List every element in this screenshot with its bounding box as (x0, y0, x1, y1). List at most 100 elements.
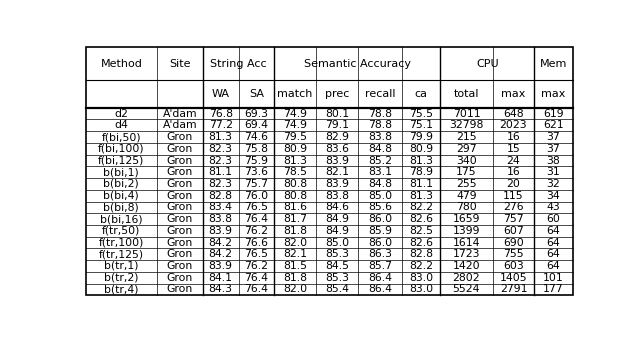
Text: Site: Site (169, 59, 191, 69)
Text: 81.5: 81.5 (283, 261, 307, 271)
Text: b(tr,2): b(tr,2) (104, 273, 139, 283)
Text: 69.4: 69.4 (244, 120, 268, 130)
Text: 86.4: 86.4 (368, 284, 392, 295)
Text: SA: SA (249, 89, 264, 99)
Text: recall: recall (365, 89, 396, 99)
Text: 1405: 1405 (500, 273, 527, 283)
Text: A'dam: A'dam (163, 109, 197, 119)
Text: 85.0: 85.0 (368, 191, 392, 201)
Text: Gron: Gron (166, 261, 193, 271)
Text: 37: 37 (547, 132, 561, 142)
Text: 31: 31 (547, 167, 561, 177)
Text: 85.6: 85.6 (368, 203, 392, 212)
Text: 80.1: 80.1 (325, 109, 349, 119)
Text: 82.3: 82.3 (209, 155, 233, 165)
Text: 83.8: 83.8 (325, 191, 349, 201)
Text: 75.1: 75.1 (409, 120, 433, 130)
Text: 84.8: 84.8 (368, 179, 392, 189)
Text: 85.9: 85.9 (368, 226, 392, 236)
Text: 84.5: 84.5 (325, 261, 349, 271)
Text: 1614: 1614 (452, 238, 480, 248)
Text: 76.2: 76.2 (244, 226, 268, 236)
Text: 603: 603 (503, 261, 524, 271)
Text: 81.7: 81.7 (283, 214, 307, 224)
Text: 78.5: 78.5 (283, 167, 307, 177)
Text: 82.9: 82.9 (325, 132, 349, 142)
Text: 83.0: 83.0 (409, 273, 433, 283)
Text: f(bi,100): f(bi,100) (98, 144, 145, 154)
Text: 76.4: 76.4 (244, 214, 268, 224)
Text: 79.1: 79.1 (325, 120, 349, 130)
Text: 81.6: 81.6 (283, 203, 307, 212)
Text: 276: 276 (503, 203, 524, 212)
Text: 215: 215 (456, 132, 477, 142)
Text: Gron: Gron (166, 179, 193, 189)
Text: 85.2: 85.2 (368, 155, 392, 165)
Text: 37: 37 (547, 144, 561, 154)
Text: 74.6: 74.6 (244, 132, 268, 142)
Text: String Acc: String Acc (210, 59, 267, 69)
Text: 1399: 1399 (452, 226, 480, 236)
Text: 101: 101 (543, 273, 564, 283)
Text: 24: 24 (507, 155, 520, 165)
Text: b(tr,4): b(tr,4) (104, 284, 139, 295)
Text: 16: 16 (507, 132, 520, 142)
Text: Gron: Gron (166, 132, 193, 142)
Text: 83.1: 83.1 (368, 167, 392, 177)
Text: 43: 43 (547, 203, 561, 212)
Text: 1659: 1659 (452, 214, 480, 224)
Text: 80.8: 80.8 (283, 191, 307, 201)
Text: 82.6: 82.6 (409, 214, 433, 224)
Text: 81.3: 81.3 (409, 191, 433, 201)
Text: 297: 297 (456, 144, 477, 154)
Text: 86.4: 86.4 (368, 273, 392, 283)
Text: 83.9: 83.9 (209, 226, 233, 236)
Text: 84.9: 84.9 (325, 214, 349, 224)
Text: f(tr,125): f(tr,125) (99, 249, 144, 259)
Text: 5524: 5524 (452, 284, 480, 295)
Text: A'dam: A'dam (163, 120, 197, 130)
Text: match: match (277, 89, 313, 99)
Text: 83.0: 83.0 (409, 284, 433, 295)
Text: 78.8: 78.8 (368, 109, 392, 119)
Text: 83.8: 83.8 (368, 132, 392, 142)
Text: 86.3: 86.3 (368, 249, 392, 259)
Text: 74.9: 74.9 (283, 109, 307, 119)
Text: 83.9: 83.9 (209, 261, 233, 271)
Text: 479: 479 (456, 191, 477, 201)
Text: 78.8: 78.8 (368, 120, 392, 130)
Text: 2023: 2023 (500, 120, 527, 130)
Text: 75.8: 75.8 (244, 144, 268, 154)
Text: 82.0: 82.0 (283, 284, 307, 295)
Text: 38: 38 (547, 155, 561, 165)
Text: 76.0: 76.0 (244, 191, 268, 201)
Text: 32798: 32798 (449, 120, 484, 130)
Text: b(bi,8): b(bi,8) (104, 203, 139, 212)
Text: 80.9: 80.9 (283, 144, 307, 154)
Text: 1723: 1723 (452, 249, 480, 259)
Text: 82.1: 82.1 (325, 167, 349, 177)
Text: f(tr,100): f(tr,100) (99, 238, 144, 248)
Text: b(bi,2): b(bi,2) (104, 179, 139, 189)
Text: Gron: Gron (166, 273, 193, 283)
Text: 621: 621 (543, 120, 564, 130)
Text: 20: 20 (506, 179, 520, 189)
Text: CPU: CPU (476, 59, 499, 69)
Text: 86.0: 86.0 (368, 214, 392, 224)
Text: 84.1: 84.1 (209, 273, 233, 283)
Text: 84.2: 84.2 (209, 238, 233, 248)
Text: 75.7: 75.7 (244, 179, 268, 189)
Text: Gron: Gron (166, 144, 193, 154)
Text: Gron: Gron (166, 249, 193, 259)
Text: 81.1: 81.1 (209, 167, 233, 177)
Text: 85.4: 85.4 (325, 284, 349, 295)
Text: b(bi,1): b(bi,1) (104, 167, 139, 177)
Text: b(bi,16): b(bi,16) (100, 214, 143, 224)
Text: 85.7: 85.7 (368, 261, 392, 271)
Text: Gron: Gron (166, 167, 193, 177)
Text: 74.9: 74.9 (283, 120, 307, 130)
Text: 84.8: 84.8 (368, 144, 392, 154)
Text: 79.5: 79.5 (283, 132, 307, 142)
Text: f(tr,50): f(tr,50) (102, 226, 141, 236)
Text: 76.6: 76.6 (244, 238, 268, 248)
